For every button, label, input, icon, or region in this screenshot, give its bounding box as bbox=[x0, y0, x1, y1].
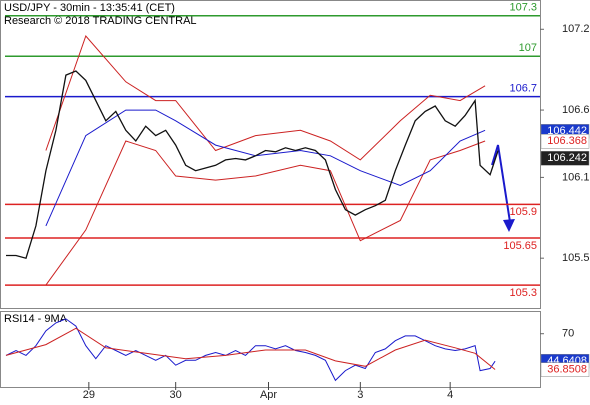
price-panel bbox=[0, 0, 541, 309]
rsi-panel bbox=[0, 311, 541, 388]
series-line bbox=[6, 70, 499, 259]
level-label: 107 bbox=[519, 42, 537, 54]
y-tick-label: 106.6 bbox=[562, 104, 590, 116]
level-label: 105.3 bbox=[509, 287, 537, 299]
series-line bbox=[5, 327, 496, 370]
price-box-label: 106.368 bbox=[547, 135, 587, 147]
series-line bbox=[45, 140, 486, 286]
level-label: 106.7 bbox=[509, 83, 537, 95]
x-tick-label: 4 bbox=[447, 389, 453, 400]
forecast-arrowhead bbox=[503, 219, 515, 232]
x-tick-label: 3 bbox=[357, 389, 363, 400]
price-box bbox=[540, 362, 590, 377]
level-label: 105.65 bbox=[503, 240, 537, 252]
y-tick-label: 106.1 bbox=[562, 171, 590, 183]
forecast-arrow bbox=[491, 144, 511, 223]
x-tick-label: 29 bbox=[83, 389, 95, 400]
level-label: 107.3 bbox=[509, 2, 537, 14]
chart-subtitle: Research © 2018 TRADING CENTRAL bbox=[4, 15, 197, 27]
price-box bbox=[540, 134, 590, 149]
price-box-label: 36.8508 bbox=[547, 364, 587, 376]
price-box-label: 106.242 bbox=[547, 152, 587, 164]
x-tick-label: 30 bbox=[170, 389, 182, 400]
y-tick-label: 70 bbox=[562, 328, 574, 340]
rsi-title: RSI14 - 9MA bbox=[4, 313, 68, 325]
series-line bbox=[45, 109, 486, 227]
level-label: 105.9 bbox=[509, 206, 537, 218]
x-tick-label: Apr bbox=[260, 389, 277, 400]
price-box bbox=[540, 151, 590, 166]
chart-title: USD/JPY - 30min - 13:35:41 (CET) bbox=[4, 2, 175, 14]
series-line bbox=[45, 35, 486, 161]
y-tick-label: 107.2 bbox=[562, 23, 590, 35]
y-tick-label: 105.5 bbox=[562, 252, 590, 264]
series-line bbox=[5, 318, 496, 382]
